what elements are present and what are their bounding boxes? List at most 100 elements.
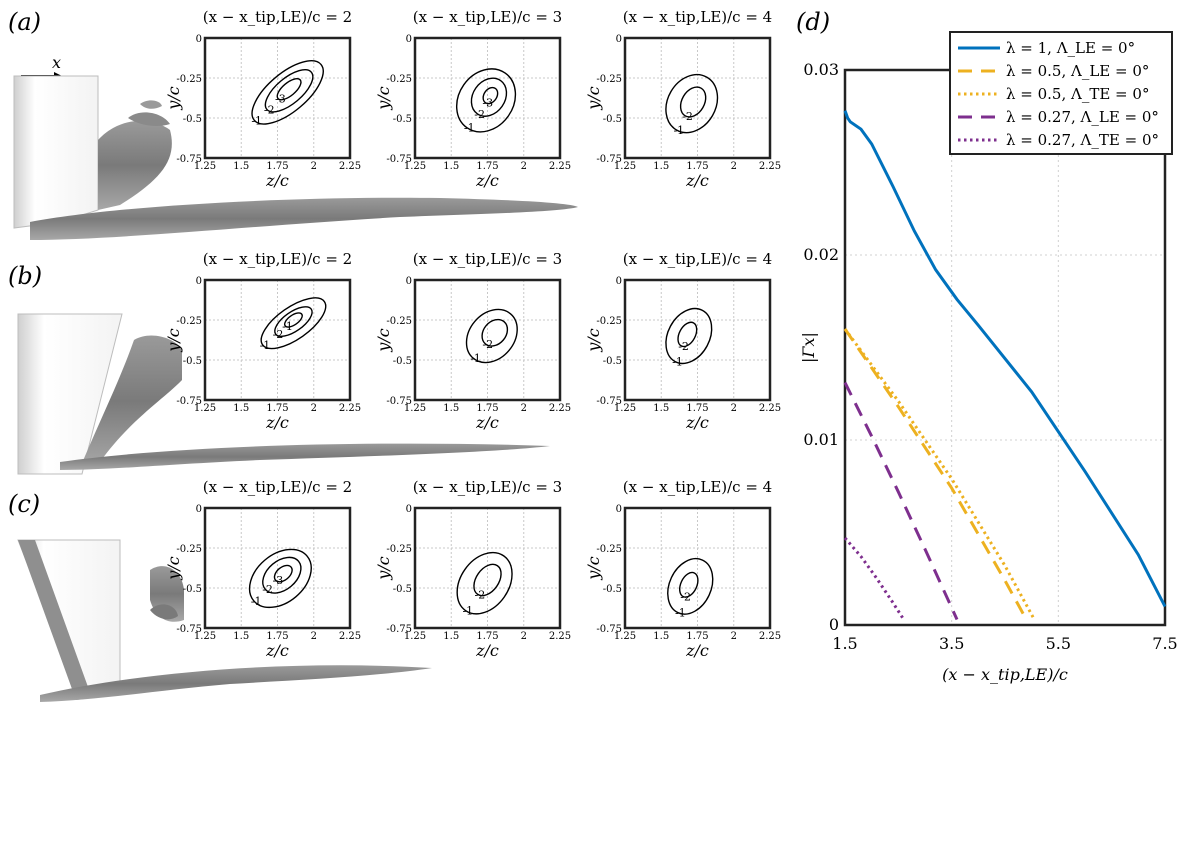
- x-tick-label: 1.25: [614, 403, 636, 414]
- plot-frame: [623, 278, 772, 402]
- x-tick-label: 2.25: [339, 403, 361, 414]
- panel-label-c: (c): [8, 490, 41, 518]
- contour-level-label: -1: [673, 124, 684, 137]
- contour-plot-r3-c1: (x − x_tip,LE)/c = 2 1.25 1.5 1.75 2 2.25 0 -0.…: [164, 478, 361, 660]
- plot-frame: [203, 36, 352, 160]
- y-axis-label: |Γx|: [799, 332, 818, 363]
- x-tick-label: 5.5: [1046, 634, 1071, 653]
- y-tick-label: -0.5: [603, 356, 622, 367]
- contour-line: [665, 307, 713, 365]
- y-tick-label: -0.75: [596, 396, 622, 407]
- y-axis-label: y/c: [584, 556, 603, 580]
- contour-line: [679, 86, 707, 118]
- contour-plot-r2-c1: (x − x_tip,LE)/c = 2 1.25 1.5 1.75 2 2.25 0 -0.…: [164, 250, 361, 432]
- legend-box: [949, 31, 1173, 155]
- x-tick-label: 2.25: [339, 631, 361, 642]
- y-axis-label: y/c: [584, 328, 603, 352]
- y-tick-label: -0.75: [386, 624, 412, 635]
- y-tick-label: -0.25: [596, 316, 622, 327]
- plot-frame: [623, 36, 772, 160]
- panel-label-b: (b): [8, 262, 43, 290]
- x-tick-label: 1.25: [404, 631, 426, 642]
- contour-line: [264, 69, 314, 113]
- y-tick-label: -0.25: [176, 74, 202, 85]
- y-tick-label: -0.75: [176, 154, 202, 165]
- x-tick-label: 1.75: [266, 403, 288, 414]
- contour-level-label: -1: [251, 595, 262, 608]
- legend-entry: λ = 0.27, Λ_TE = 0°: [1006, 131, 1159, 149]
- y-tick-label: -0.5: [393, 114, 412, 125]
- x-tick-label: 2: [731, 161, 737, 172]
- y-tick-label: -0.5: [393, 584, 412, 595]
- contour-plot-r1-c1: (x − x_tip,LE)/c = 2 1.25 1.5 1.75 2 2.25 0 -0.…: [164, 8, 361, 190]
- x-tick-label: 1.75: [476, 403, 498, 414]
- y-tick-label: 0: [196, 504, 202, 515]
- x-tick-label: 2: [311, 403, 317, 414]
- contour-line: [283, 312, 303, 328]
- x-tick-label: 2.25: [759, 403, 781, 414]
- x-tick-label: 2.25: [759, 161, 781, 172]
- y-tick-label: -0.75: [176, 396, 202, 407]
- x-tick-label: 1.5: [653, 631, 669, 642]
- plot-frame: [413, 506, 562, 630]
- plot-frame: [413, 36, 562, 160]
- contour-line: [456, 551, 513, 615]
- y-tick-label: -0.5: [183, 114, 202, 125]
- y-axis-label: y/c: [374, 86, 393, 110]
- contour-level-label: -1: [462, 605, 473, 618]
- contour-level-label: -1: [675, 607, 686, 620]
- contour-level-label: -1: [251, 114, 262, 127]
- y-tick-label: -0.75: [386, 396, 412, 407]
- contour-line: [465, 308, 518, 364]
- x-tick-label: 1.25: [194, 631, 216, 642]
- contour-level-label: -2: [264, 103, 275, 116]
- legend-entry: λ = 0.27, Λ_LE = 0°: [1006, 108, 1159, 126]
- contour-line: [273, 564, 293, 583]
- y-tick-label: 0: [616, 504, 622, 515]
- contour-level-label: -2: [678, 340, 689, 353]
- x-tick-label: 1.25: [194, 161, 216, 172]
- contour-level-label: -2: [262, 583, 273, 596]
- y-tick-label: 0: [616, 34, 622, 45]
- x-tick-label: 1.25: [614, 161, 636, 172]
- x-tick-label: 1.75: [266, 161, 288, 172]
- y-tick-label: -0.75: [596, 624, 622, 635]
- contour-line: [470, 77, 508, 117]
- x-tick-label: 2: [731, 403, 737, 414]
- y-tick-label: -0.75: [386, 154, 412, 165]
- contour-plot-title: (x − x_tip,LE)/c = 3: [413, 478, 562, 496]
- contour-plot-title: (x − x_tip,LE)/c = 4: [623, 250, 772, 268]
- contour-line: [677, 321, 698, 348]
- contour-plot-r1-c3: (x − x_tip,LE)/c = 4 1.25 1.5 1.75 2 2.25 0 -0.…: [584, 8, 781, 190]
- contour-line: [665, 73, 719, 134]
- x-tick-label: 2: [521, 631, 527, 642]
- y-tick-label: -0.25: [176, 544, 202, 555]
- contour-line: [473, 563, 502, 597]
- x-tick-label: 1.75: [266, 631, 288, 642]
- x-tick-label: 1.5: [233, 161, 249, 172]
- y-axis-label: y/c: [374, 556, 393, 580]
- plot-frame: [623, 506, 772, 630]
- contour-line: [455, 68, 517, 133]
- x-tick-label: 2.25: [759, 631, 781, 642]
- x-tick-label: 1.5: [443, 631, 459, 642]
- y-tick-label: -0.5: [603, 584, 622, 595]
- x-tick-label: 7.5: [1152, 634, 1177, 653]
- x-tick-label: 1.5: [832, 634, 857, 653]
- x-tick-label: 1.75: [686, 161, 708, 172]
- x-axis-label: z/c: [685, 413, 709, 432]
- circulation-chart: 1.5 3.5 5.5 7.5 0 0.01 0.02 0.03 (x − x_tip,LE)/…: [799, 31, 1178, 684]
- y-tick-label: -0.25: [596, 74, 622, 85]
- legend: λ = 1, Λ_LE = 0° λ = 0.5, Λ_LE = 0° λ = 0.…: [949, 31, 1173, 155]
- x-axis-label: z/c: [685, 171, 709, 190]
- x-tick-label: 2: [521, 403, 527, 414]
- series-line-1: [843, 110, 1167, 608]
- x-tick-label: 2: [311, 161, 317, 172]
- y-tick-label: 0: [829, 615, 839, 634]
- y-axis-label: y/c: [164, 328, 183, 352]
- x-tick-label: 1.5: [443, 403, 459, 414]
- contour-plot-r2-c3: (x − x_tip,LE)/c = 4 1.25 1.5 1.75 2 2.25 0 -0.…: [584, 250, 781, 432]
- y-tick-label: -0.5: [603, 114, 622, 125]
- contour-plot-title: (x − x_tip,LE)/c = 4: [623, 478, 772, 496]
- x-axis-label: z/c: [265, 171, 289, 190]
